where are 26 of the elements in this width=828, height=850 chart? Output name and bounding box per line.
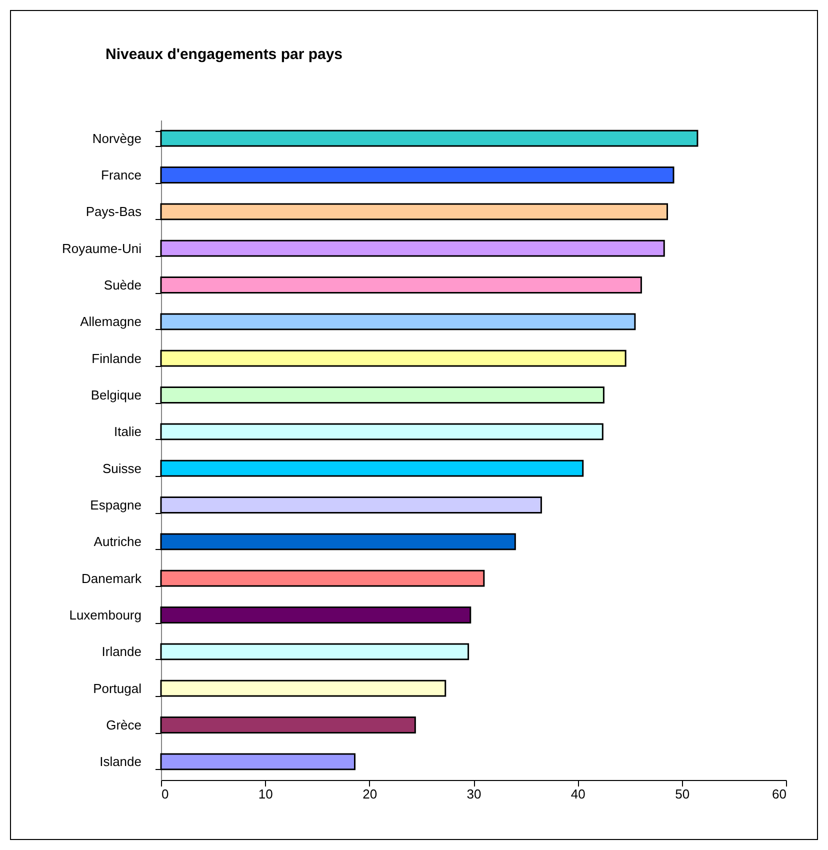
y-tick-label: France [101, 168, 142, 182]
y-tick-label: Espagne [90, 498, 142, 512]
y-tick-label: Suisse [102, 460, 142, 476]
y-tick-label: Portugal [93, 680, 142, 696]
x-tick-label: 60 [772, 786, 786, 802]
y-tick-label: Italie [114, 424, 142, 440]
chart-title: Niveaux d'engagements par pays [106, 46, 343, 63]
y-tick-label: Danemark [82, 570, 142, 586]
x-tick-label: 50 [675, 786, 690, 802]
y-tick-label: Royaume-Uni [62, 240, 142, 256]
x-tick-label: 30 [466, 786, 482, 802]
y-tick-label: Pays-Bas [86, 204, 142, 220]
y-tick-label: Finlande [92, 350, 142, 366]
y-tick-label: Autriche [94, 534, 142, 550]
x-tick-label: 0 [162, 786, 169, 802]
y-tick-label: Allemagne [80, 314, 142, 330]
x-tick-label: 20 [362, 786, 378, 802]
x-tick-label: 10 [258, 786, 273, 802]
x-tick-label: 40 [570, 786, 586, 802]
y-tick-label: Irlande [102, 644, 142, 660]
y-tick-label: Suède [104, 278, 142, 292]
y-tick-label: Luxembourg [69, 608, 142, 622]
y-tick-label: Norvège [92, 130, 142, 146]
y-tick-label: Belgique [90, 388, 142, 402]
y-tick-label: Grèce [106, 718, 142, 732]
y-tick-label: Islande [100, 754, 142, 770]
